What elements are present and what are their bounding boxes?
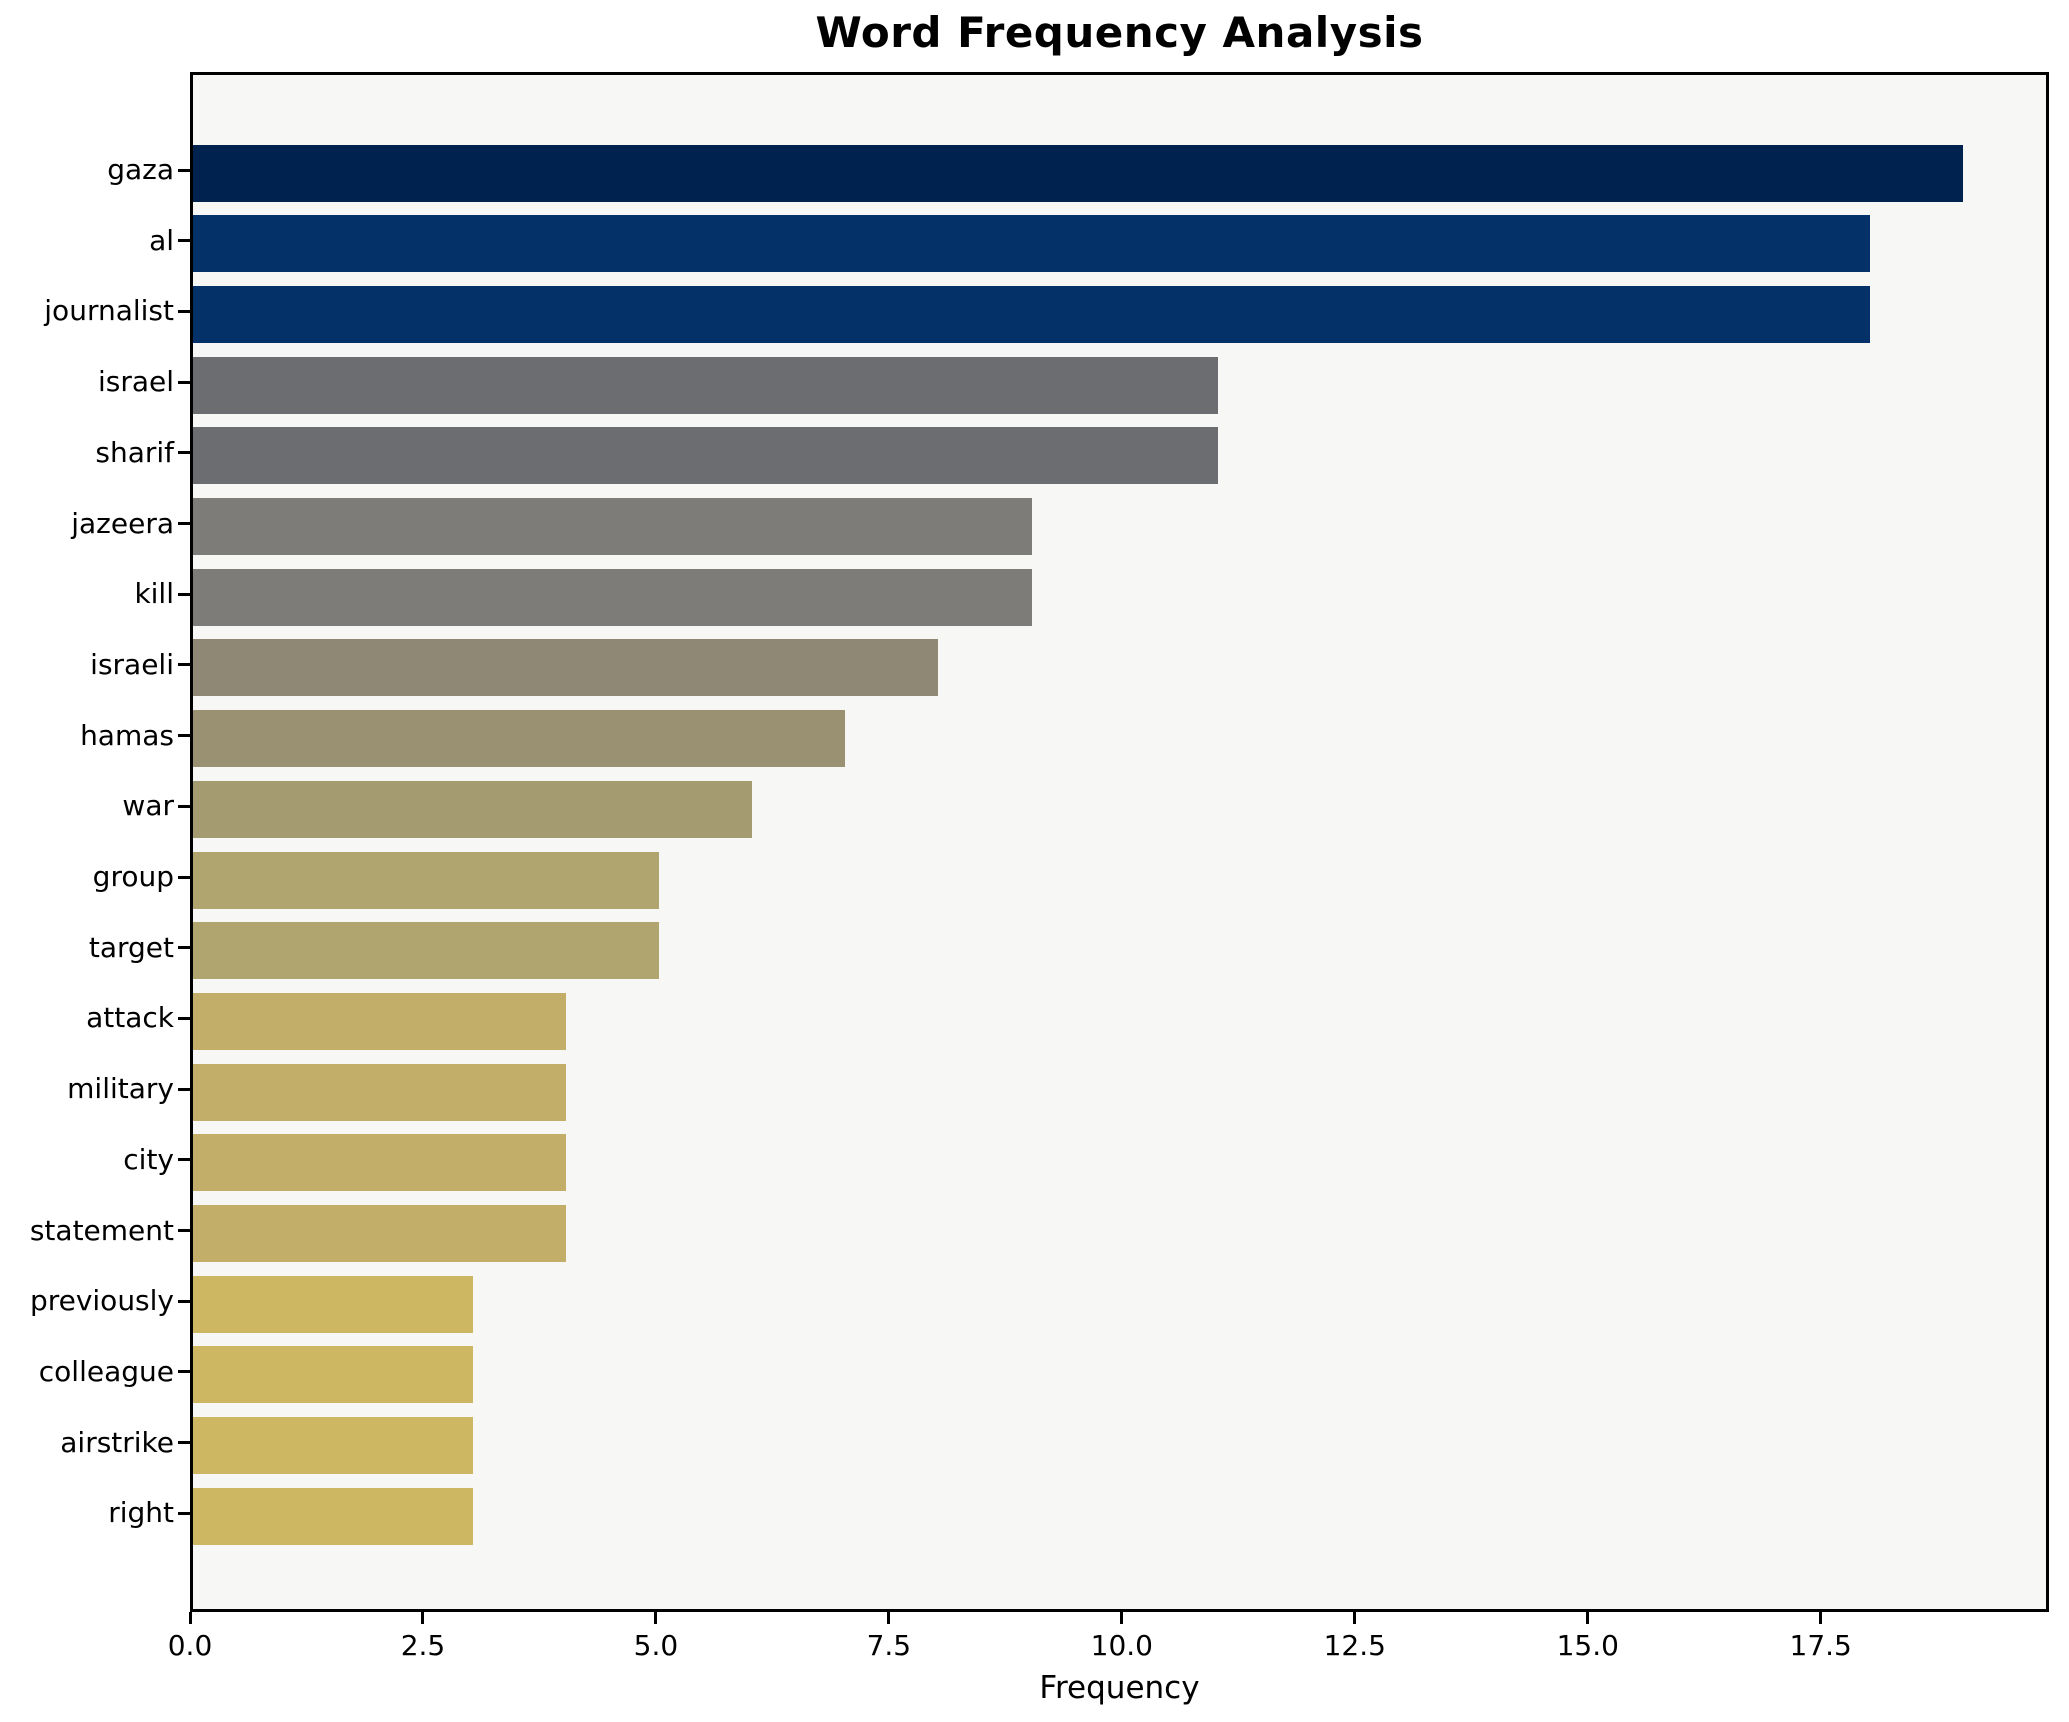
bar-al <box>193 215 1871 273</box>
bar-military <box>193 1063 566 1121</box>
y-tick-mark-sharif <box>178 451 190 455</box>
y-tick-label-sharif: sharif <box>95 435 174 469</box>
bar-jazeera <box>193 498 1032 555</box>
y-tick-label-group: group <box>92 860 174 893</box>
bar-city <box>193 1134 566 1192</box>
x-tick-label-0.0: 0.0 <box>167 1629 213 1662</box>
y-tick-label-israeli: israeli <box>90 647 174 681</box>
bar-hamas <box>193 710 846 768</box>
y-tick-label-al: al <box>149 223 174 257</box>
y-tick-mark-gaza <box>178 168 190 172</box>
bar-previously <box>193 1275 473 1333</box>
bar-group <box>193 851 659 909</box>
y-tick-mark-israeli <box>178 663 190 667</box>
y-tick-mark-right <box>178 1511 190 1515</box>
y-tick-label-attack: attack <box>86 1001 174 1035</box>
y-tick-label-hamas: hamas <box>80 718 174 752</box>
bar-war <box>193 780 753 838</box>
bar-journalist <box>193 285 1871 343</box>
y-tick-mark-city <box>178 1158 190 1162</box>
plot-area <box>190 72 2049 1612</box>
y-tick-label-statement: statement <box>29 1213 174 1247</box>
y-tick-mark-previously <box>178 1299 190 1303</box>
bar-attack <box>193 992 566 1050</box>
x-tick-mark-0.0 <box>188 1612 192 1624</box>
x-tick-label-12.5: 12.5 <box>1323 1629 1386 1662</box>
bar-israeli <box>193 639 939 697</box>
y-tick-label-city: city <box>123 1142 174 1176</box>
y-tick-label-jazeera: jazeera <box>71 506 174 540</box>
y-tick-mark-attack <box>178 1016 190 1020</box>
bar-right <box>193 1487 473 1545</box>
y-tick-label-colleague: colleague <box>38 1354 174 1388</box>
y-tick-label-previously: previously <box>29 1284 174 1318</box>
x-tick-mark-15.0 <box>1586 1612 1590 1624</box>
x-tick-label-7.5: 7.5 <box>866 1629 912 1662</box>
x-tick-label-17.5: 17.5 <box>1789 1629 1852 1662</box>
y-tick-mark-al <box>178 239 190 243</box>
bar-sharif <box>193 427 1218 485</box>
y-tick-mark-kill <box>178 592 190 596</box>
y-tick-label-kill: kill <box>134 577 174 611</box>
x-tick-mark-10.0 <box>1120 1612 1124 1624</box>
bar-kill <box>193 568 1032 626</box>
y-tick-mark-statement <box>178 1229 190 1232</box>
x-tick-label-10.0: 10.0 <box>1090 1629 1153 1662</box>
bar-target <box>193 922 659 980</box>
y-tick-mark-jazeera <box>178 522 190 525</box>
y-tick-label-military: military <box>67 1072 174 1106</box>
y-tick-label-war: war <box>122 789 174 823</box>
y-tick-mark-israel <box>178 380 190 384</box>
y-tick-mark-airstrike <box>178 1441 190 1445</box>
bar-gaza <box>193 144 1964 202</box>
y-tick-label-target: target <box>88 930 174 964</box>
y-tick-mark-war <box>178 804 190 808</box>
bar-israel <box>193 356 1218 414</box>
x-tick-mark-12.5 <box>1353 1612 1357 1624</box>
chart-title: Word Frequency Analysis <box>815 8 1424 57</box>
y-tick-mark-colleague <box>178 1370 190 1374</box>
x-tick-mark-2.5 <box>421 1612 425 1624</box>
bar-airstrike <box>193 1417 473 1475</box>
x-axis-label: Frequency <box>1039 1670 1200 1706</box>
y-tick-mark-group <box>178 875 190 879</box>
y-tick-mark-military <box>178 1087 190 1091</box>
x-tick-label-2.5: 2.5 <box>400 1629 446 1662</box>
y-tick-mark-journalist <box>178 309 190 313</box>
x-tick-label-15.0: 15.0 <box>1556 1629 1619 1662</box>
y-tick-mark-hamas <box>178 734 190 738</box>
x-tick-mark-7.5 <box>887 1612 891 1624</box>
y-tick-label-airstrike: airstrike <box>60 1425 174 1459</box>
x-tick-label-5.0: 5.0 <box>633 1629 679 1662</box>
y-tick-label-gaza: gaza <box>107 153 174 186</box>
x-tick-mark-5.0 <box>654 1612 658 1624</box>
y-tick-label-israel: israel <box>97 365 174 399</box>
y-tick-label-journalist: journalist <box>44 294 174 328</box>
y-tick-mark-target <box>178 946 190 950</box>
bar-statement <box>193 1205 566 1262</box>
y-tick-label-right: right <box>108 1496 174 1530</box>
bar-colleague <box>193 1346 473 1404</box>
x-tick-mark-17.5 <box>1819 1612 1823 1624</box>
